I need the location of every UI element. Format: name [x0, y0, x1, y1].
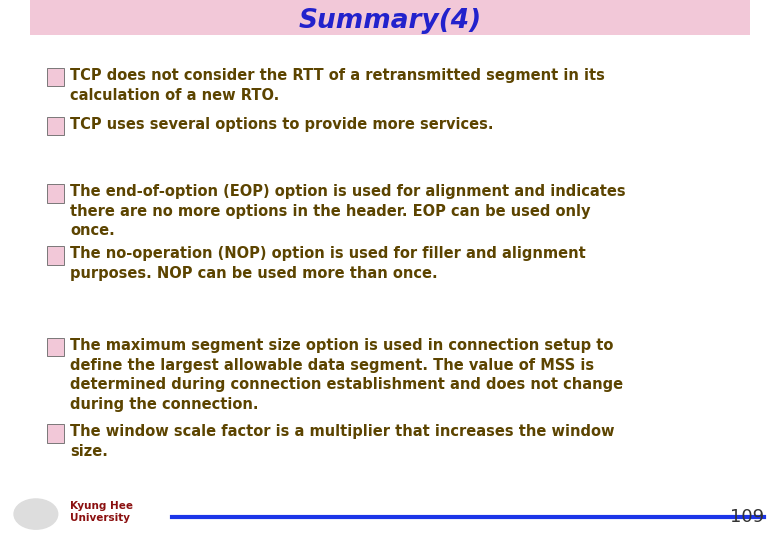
Circle shape: [14, 499, 58, 529]
Text: The maximum segment size option is used in connection setup to
define the larges: The maximum segment size option is used …: [70, 338, 623, 412]
FancyBboxPatch shape: [47, 338, 64, 356]
FancyBboxPatch shape: [47, 184, 64, 202]
Text: The end-of-option (EOP) option is used for alignment and indicates
there are no : The end-of-option (EOP) option is used f…: [70, 184, 626, 238]
Text: Kyung Hee
University: Kyung Hee University: [70, 501, 133, 523]
Text: TCP does not consider the RTT of a retransmitted segment in its
calculation of a: TCP does not consider the RTT of a retra…: [70, 68, 605, 103]
Text: Summary(4): Summary(4): [299, 8, 481, 33]
Text: TCP uses several options to provide more services.: TCP uses several options to provide more…: [70, 117, 494, 132]
FancyBboxPatch shape: [47, 246, 64, 265]
FancyBboxPatch shape: [47, 424, 64, 443]
FancyBboxPatch shape: [30, 0, 750, 35]
FancyBboxPatch shape: [47, 117, 64, 135]
Text: 109: 109: [730, 509, 764, 526]
FancyBboxPatch shape: [47, 68, 64, 86]
Text: The window scale factor is a multiplier that increases the window
size.: The window scale factor is a multiplier …: [70, 424, 615, 459]
Text: The no-operation (NOP) option is used for filler and alignment
purposes. NOP can: The no-operation (NOP) option is used fo…: [70, 246, 586, 281]
